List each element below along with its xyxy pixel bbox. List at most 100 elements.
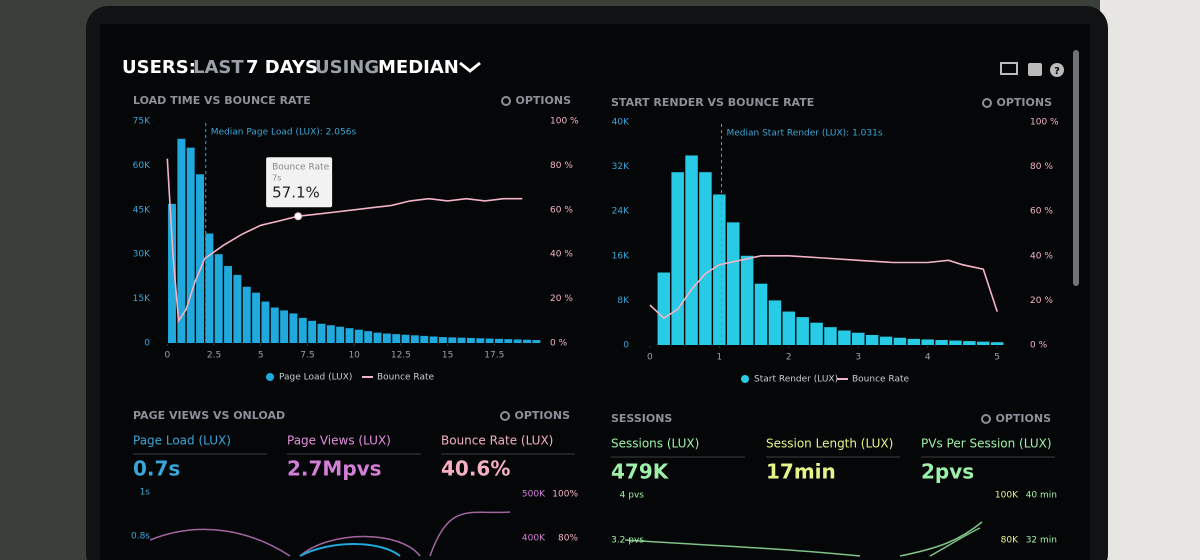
bar xyxy=(242,286,251,343)
tooltip xyxy=(266,157,333,208)
y2-tick-label: 80 % xyxy=(1030,162,1053,172)
bar xyxy=(326,325,335,343)
tooltip-value: 57.1% xyxy=(272,184,320,202)
dropdown-icon[interactable] xyxy=(459,61,481,73)
y2-tick-label: 20 % xyxy=(1030,296,1053,306)
y-tick-label: 8K xyxy=(617,296,630,306)
bar xyxy=(420,335,429,343)
bar xyxy=(438,337,447,343)
bar xyxy=(196,174,205,343)
bar xyxy=(963,341,976,345)
options-button[interactable]: OPTIONS xyxy=(997,96,1053,109)
share-icon[interactable] xyxy=(1028,63,1042,76)
x-tick-label: 7.5 xyxy=(300,351,314,361)
x-tick-label: 2 xyxy=(786,353,792,363)
metric-value: 2.7Mpvs xyxy=(287,457,382,481)
display-icon[interactable] xyxy=(1000,62,1018,75)
y-tick-label: 45K xyxy=(133,205,151,215)
metric-value: 0.7s xyxy=(133,457,180,481)
bar xyxy=(270,307,279,343)
axis-label: 3.2 pvs xyxy=(611,536,644,546)
median-label: Median Start Render (LUX): 1.031s xyxy=(726,129,882,139)
options-icon xyxy=(500,411,510,421)
bar xyxy=(657,272,671,345)
axis-label: 0.8s xyxy=(131,532,150,542)
y2-tick-label: 40 % xyxy=(1030,251,1053,261)
bar xyxy=(990,342,1004,345)
axis-label: 32 min xyxy=(1026,536,1057,546)
metric-label: Session Length (LUX) xyxy=(766,437,893,451)
decor-line xyxy=(299,543,401,557)
bar xyxy=(852,332,865,345)
metric-value: 2pvs xyxy=(921,460,974,484)
y2-tick-label: 60 % xyxy=(1030,207,1053,217)
options-button[interactable]: OPTIONS xyxy=(516,94,572,107)
metric-label: Sessions (LUX) xyxy=(611,437,699,451)
metric-value: 40.6% xyxy=(441,457,510,481)
bar xyxy=(364,331,373,343)
bar xyxy=(713,194,726,345)
display xyxy=(100,24,1090,560)
y-tick-label: 0 xyxy=(144,339,150,349)
y2-tick-label: 0 % xyxy=(550,339,568,349)
y-tick-label: 30K xyxy=(133,250,151,260)
bar xyxy=(289,313,298,343)
help-icon[interactable] xyxy=(1050,63,1064,77)
bar xyxy=(907,338,921,345)
axis-label: 1s xyxy=(140,488,151,498)
x-tick-label: 3 xyxy=(855,353,861,363)
options-button[interactable]: OPTIONS xyxy=(996,412,1052,425)
bar xyxy=(494,338,503,343)
axis-label: 400K xyxy=(522,534,546,544)
options-icon xyxy=(501,96,511,106)
bar xyxy=(186,147,195,343)
bar xyxy=(354,329,363,343)
legend-swatch xyxy=(266,373,274,381)
axis-label: 100K xyxy=(995,491,1019,501)
bar xyxy=(466,337,475,343)
y-tick-label: 0 xyxy=(623,341,629,351)
bar xyxy=(448,337,457,343)
bar xyxy=(252,292,261,343)
bar xyxy=(233,274,242,343)
page-title: USING xyxy=(315,57,379,78)
bar xyxy=(382,333,391,343)
bar xyxy=(879,336,893,345)
panel-title: PAGE VIEWS VS ONLOAD xyxy=(133,409,285,422)
scrollbar xyxy=(1073,50,1079,286)
bar xyxy=(168,203,176,343)
x-tick-label: 1 xyxy=(716,353,722,363)
decor-line xyxy=(149,511,511,557)
bar xyxy=(177,138,186,343)
bar xyxy=(205,233,214,343)
y2-tick-label: 100 % xyxy=(550,117,579,127)
bar xyxy=(476,338,485,343)
axis-label: 80K xyxy=(1001,536,1019,546)
y2-tick-label: 20 % xyxy=(550,294,573,304)
panel-title: LOAD TIME VS BOUNCE RATE xyxy=(133,94,311,107)
y2-tick-label: 40 % xyxy=(550,250,573,260)
bar xyxy=(429,336,438,343)
bar xyxy=(782,311,796,345)
bar xyxy=(977,341,990,345)
bar xyxy=(308,320,317,343)
axis-label: 100% xyxy=(552,490,578,500)
line-series xyxy=(649,255,998,320)
x-tick-label: 5 xyxy=(258,351,264,361)
metric-value: 479K xyxy=(611,460,670,484)
metric-label: Bounce Rate (LUX) xyxy=(441,434,553,448)
x-tick-label: 0 xyxy=(164,351,170,361)
page-title: 7 DAYS xyxy=(246,57,318,78)
legend-label: Bounce Rate xyxy=(852,375,910,385)
bar xyxy=(921,339,934,345)
y-tick-label: 75K xyxy=(133,117,151,127)
line-series xyxy=(166,158,523,324)
panel-title: START RENDER VS BOUNCE RATE xyxy=(611,96,814,109)
y-tick-label: 16K xyxy=(612,251,630,261)
bar xyxy=(392,334,401,343)
bar xyxy=(485,338,494,343)
options-button[interactable]: OPTIONS xyxy=(515,409,571,422)
median-label: Median Page Load (LUX): 2.056s xyxy=(211,128,357,138)
bar xyxy=(298,317,307,343)
